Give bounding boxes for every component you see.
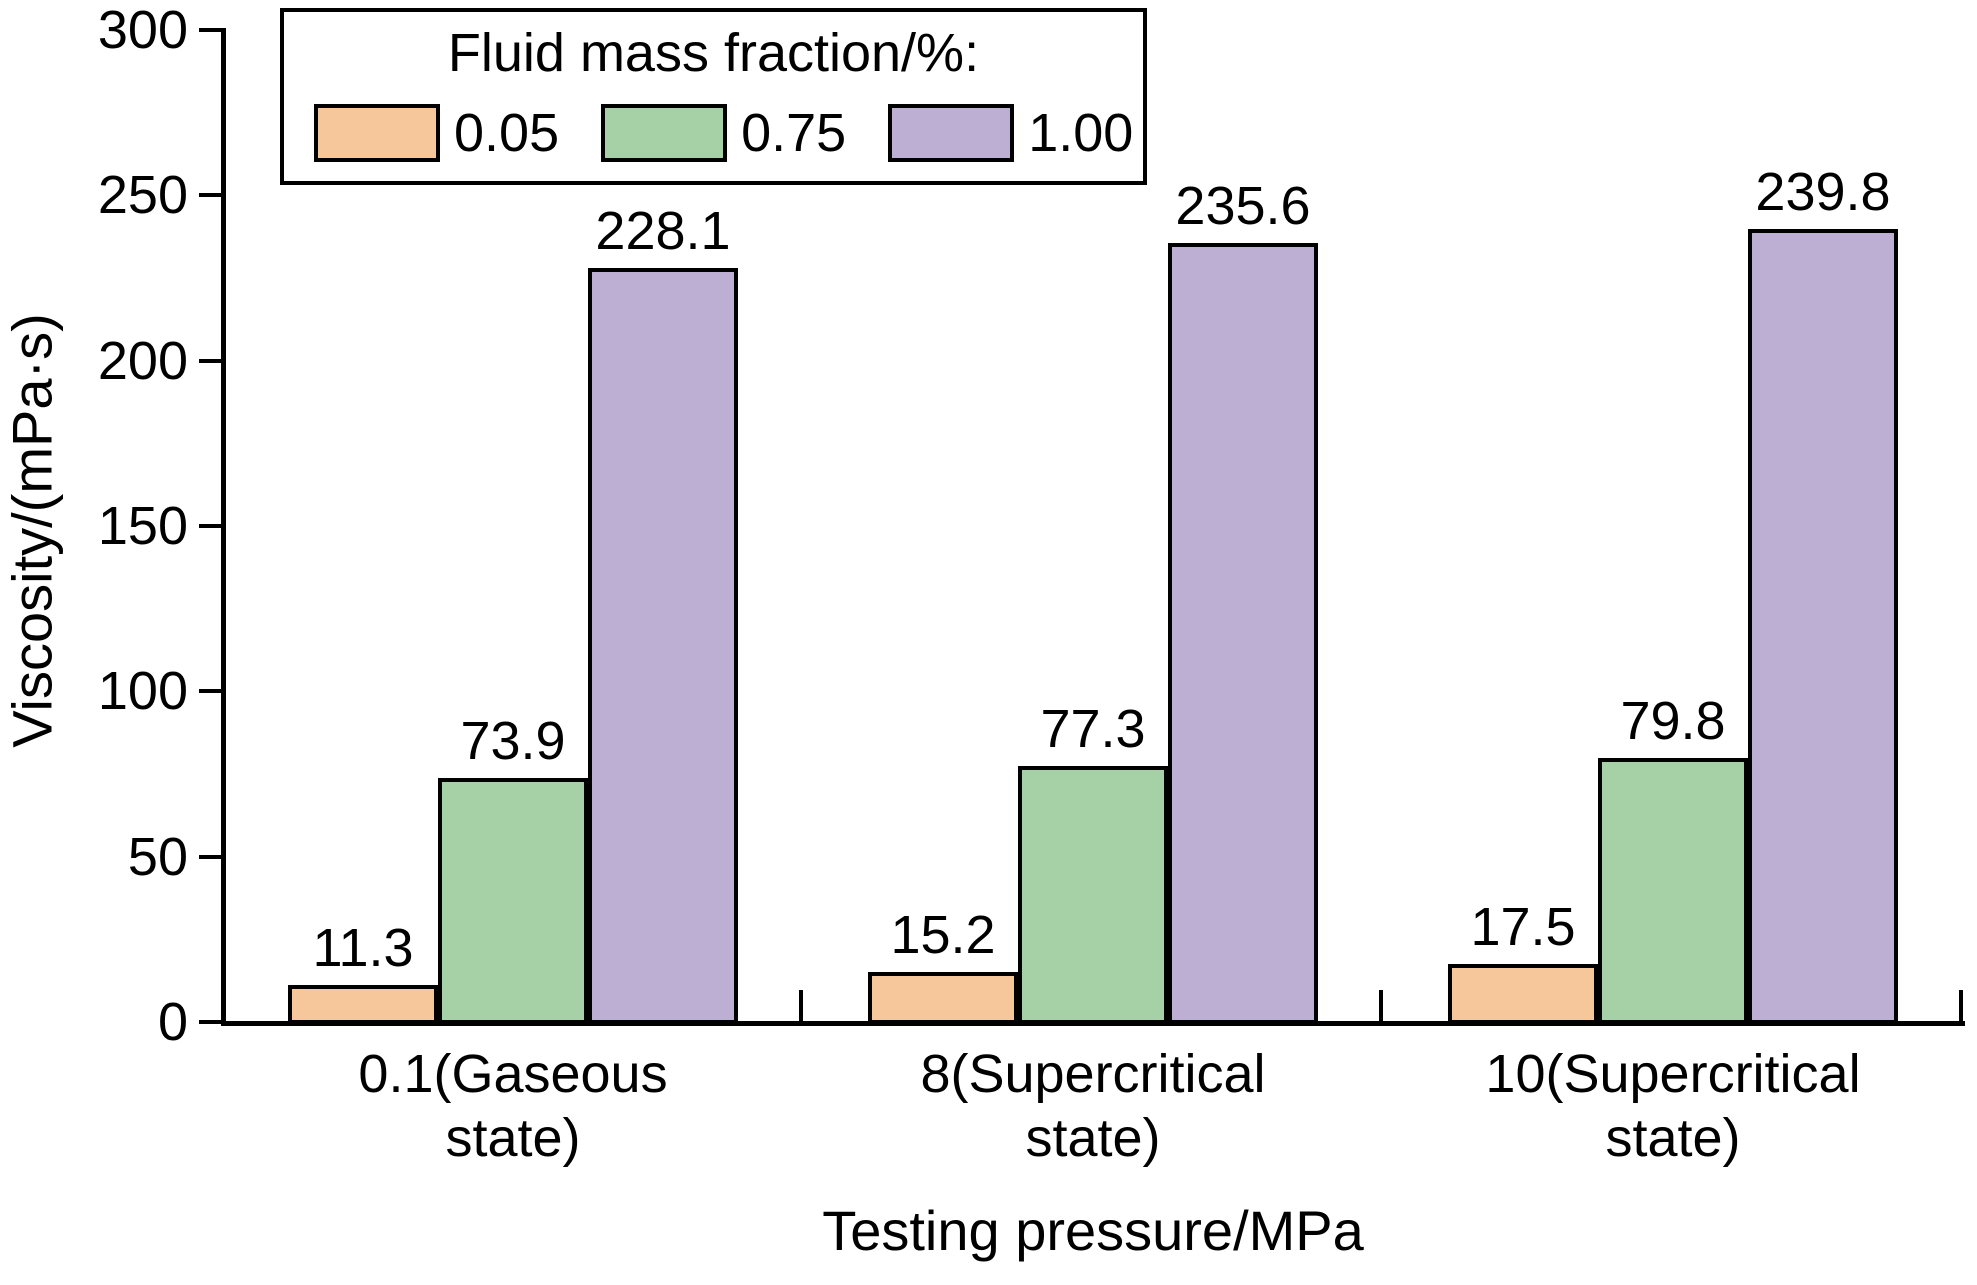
legend-row: 0.05 0.75 1.00: [314, 103, 1133, 163]
y-tick: [199, 524, 221, 528]
y-tick: [199, 358, 221, 363]
y-tick-label: 100: [97, 661, 188, 722]
legend-title: Fluid mass fraction/%:: [447, 23, 980, 83]
x-category-label: 0.1(Gaseous state): [358, 1044, 668, 1168]
bar-series-0.05-group-1: [868, 971, 1018, 1024]
bar-series-0.75-group-0: [438, 777, 588, 1024]
x-category-label: 10(Supercritical state): [1485, 1044, 1861, 1168]
bar-value-label: 77.3: [1040, 699, 1146, 760]
y-tick: [199, 193, 221, 198]
bar-value-label: 228.1: [595, 200, 731, 261]
y-tick-label: 50: [127, 826, 188, 887]
x-axis-line: [221, 1021, 1965, 1026]
legend-swatch-0.75: [601, 104, 728, 162]
y-tick-label: 150: [97, 496, 188, 556]
y-tick: [199, 854, 221, 859]
y-tick-label: 300: [97, 0, 188, 60]
x-tick: [1959, 990, 1963, 1022]
legend-item-label: 0.05: [454, 103, 560, 163]
bar-value-label: 11.3: [312, 917, 414, 978]
bar-series-0.75-group-2: [1598, 758, 1748, 1024]
y-tick-label: 250: [97, 165, 188, 226]
bar-value-label: 79.8: [1620, 691, 1726, 752]
bar-series-0.05-group-2: [1448, 964, 1598, 1024]
y-tick: [199, 28, 221, 32]
legend-swatch-1.00: [888, 104, 1015, 162]
y-tick-label: 200: [97, 330, 188, 391]
legend-swatch-0.05: [314, 104, 440, 162]
bar-series-1.00-group-1: [1168, 242, 1318, 1024]
bar-series-0.05-group-0: [288, 984, 438, 1024]
x-category-label: 8(Supercritical state): [920, 1044, 1266, 1168]
legend: Fluid mass fraction/%: 0.05 0.75 1.00: [280, 8, 1147, 185]
bar-value-label: 235.6: [1175, 175, 1311, 236]
bar-value-label: 73.9: [460, 710, 566, 771]
y-axis-line: [221, 28, 226, 1026]
bar-series-1.00-group-2: [1748, 229, 1898, 1024]
y-tick: [199, 689, 221, 694]
legend-item-label: 0.75: [741, 103, 847, 163]
bar-series-1.00-group-0: [588, 267, 738, 1024]
bar-series-0.75-group-1: [1018, 766, 1168, 1024]
y-tick: [199, 1020, 221, 1024]
y-tick-label: 0: [157, 992, 188, 1052]
bar-value-label: 17.5: [1470, 897, 1576, 958]
x-tick: [799, 990, 803, 1022]
x-axis-title: Testing pressure/MPa: [822, 1199, 1364, 1262]
bar-value-label: 239.8: [1755, 162, 1891, 223]
legend-item-label: 1.00: [1028, 103, 1134, 163]
x-tick: [1379, 990, 1383, 1022]
bar-value-label: 15.2: [890, 904, 996, 965]
